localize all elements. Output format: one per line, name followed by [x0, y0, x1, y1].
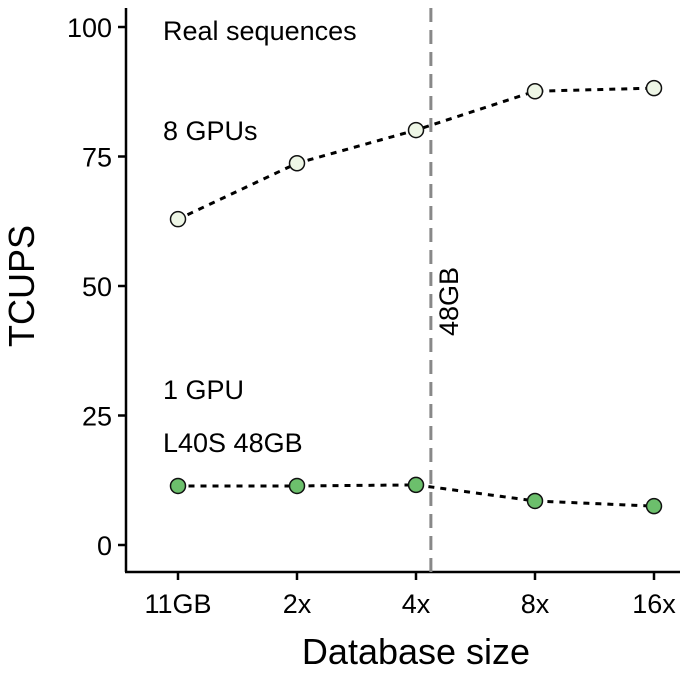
data-point [526, 492, 544, 510]
x-tick-label: 4x [402, 589, 431, 619]
y-tick-label: 50 [82, 272, 112, 302]
annotation-panel: Real sequences [163, 16, 357, 46]
y-tick-label: 75 [82, 143, 112, 173]
x-tick-label: 11GB [144, 589, 211, 619]
y-tick-label: 0 [97, 531, 112, 561]
x-tick-label: 8x [521, 589, 550, 619]
marks: 48GB [169, 8, 663, 572]
y-tick-label: 100 [67, 13, 112, 43]
data-point [288, 154, 306, 172]
y-tick-label: 25 [82, 402, 112, 432]
data-point [169, 210, 187, 228]
x-tick-label: 16x [632, 589, 676, 619]
data-point [645, 497, 663, 515]
series-line-2 [176, 483, 656, 508]
reference-line-label: 48GB [434, 267, 464, 336]
annotation-8-gpus: 8 GPUs [163, 116, 258, 146]
series-line-1 [176, 86, 656, 222]
y-axis-label: TCUPS [1, 225, 42, 347]
x-axis-label: Database size [302, 631, 530, 671]
axes: 0 25 50 75 100 11GB 2x 4x 8x 16x [67, 8, 680, 619]
data-point [526, 82, 544, 100]
data-point [407, 476, 425, 494]
data-point [645, 79, 663, 97]
data-point [288, 477, 306, 495]
annotation-1-gpu: 1 GPU [163, 375, 244, 405]
x-tick-label: 2x [283, 589, 312, 619]
annotation-gpu-model: L40S 48GB [163, 428, 303, 458]
data-point [407, 121, 425, 139]
data-point [169, 477, 187, 495]
